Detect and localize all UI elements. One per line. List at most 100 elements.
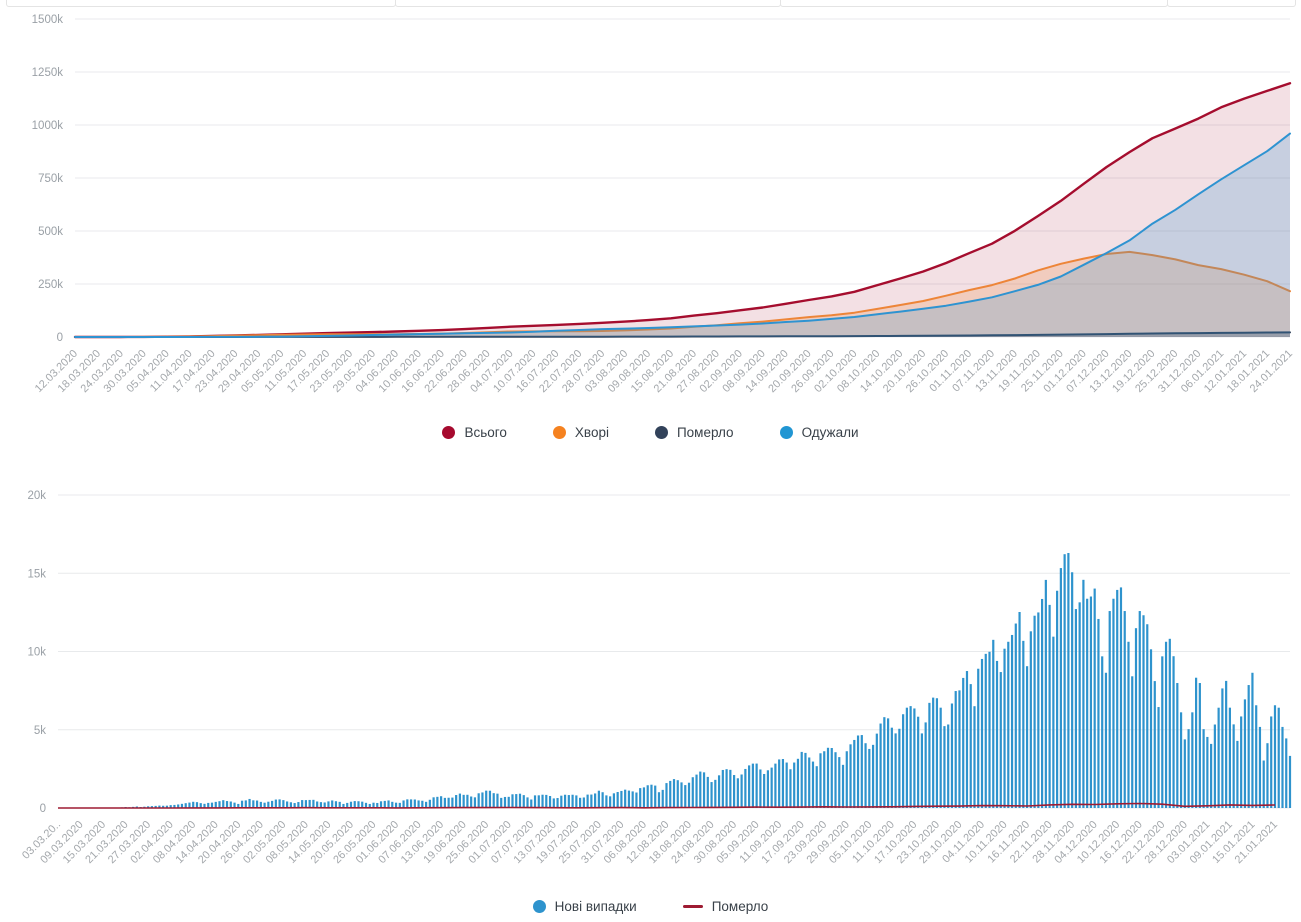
- bar: [1082, 579, 1085, 808]
- bar: [248, 798, 251, 808]
- bar: [620, 790, 623, 808]
- bar: [909, 706, 912, 808]
- bar: [605, 795, 608, 808]
- series-3[interactable]: [74, 132, 1291, 338]
- bar: [364, 802, 368, 808]
- bar: [646, 785, 649, 808]
- bar: [943, 726, 946, 808]
- bar: [1206, 736, 1209, 808]
- bar: [977, 668, 980, 808]
- bar: [432, 797, 435, 808]
- bar: [1191, 712, 1194, 808]
- bar: [379, 801, 383, 808]
- bar: [278, 799, 281, 808]
- bar: [699, 771, 702, 808]
- bar: [680, 782, 683, 808]
- bar: [548, 796, 552, 808]
- legend-item[interactable]: Померло: [682, 899, 768, 914]
- bar: [323, 802, 326, 808]
- summary-card: [6, 0, 396, 7]
- bar: [702, 772, 706, 808]
- bar: [1063, 554, 1066, 808]
- legend-item[interactable]: Всього: [442, 424, 507, 440]
- bar: [917, 716, 920, 808]
- bar: [391, 801, 394, 808]
- bar: [173, 804, 176, 808]
- bar: [594, 793, 597, 808]
- bar: [440, 796, 443, 808]
- bar: [398, 802, 401, 808]
- bar: [1210, 743, 1213, 808]
- bar: [1195, 677, 1198, 808]
- bar: [1131, 676, 1134, 808]
- legend-item[interactable]: Одужали: [779, 425, 859, 440]
- bar: [1108, 611, 1111, 808]
- bar: [1067, 553, 1070, 808]
- bar: [672, 779, 676, 808]
- bar: [518, 793, 522, 808]
- bar: [950, 703, 954, 808]
- bar: [1104, 672, 1108, 808]
- bar: [1157, 707, 1160, 808]
- new-cases-bars[interactable]: [56, 553, 1292, 808]
- bar: [1003, 648, 1006, 808]
- bar: [470, 796, 473, 808]
- bar: [1262, 760, 1265, 808]
- y-axis-tick: 500k: [38, 226, 63, 238]
- legend-label: Всього: [464, 424, 507, 440]
- bar: [1176, 683, 1179, 808]
- y-axis-tick: 15k: [27, 568, 46, 580]
- legend-item[interactable]: Померло: [654, 425, 734, 440]
- bar: [1134, 628, 1138, 808]
- bar: [725, 769, 728, 808]
- bar: [1202, 729, 1205, 808]
- bar: [447, 797, 450, 808]
- bar: [864, 743, 867, 808]
- deaths-line[interactable]: [58, 802, 1276, 809]
- bar: [710, 782, 713, 808]
- bar: [1112, 598, 1115, 808]
- bar: [556, 798, 559, 808]
- bar: [1101, 656, 1104, 808]
- bar: [1172, 656, 1175, 808]
- legend-item[interactable]: Нові випадки: [532, 899, 637, 914]
- bar: [259, 801, 262, 808]
- bar: [793, 762, 796, 808]
- bar: [1089, 596, 1093, 808]
- bar: [871, 744, 875, 808]
- bar: [267, 801, 270, 808]
- bar: [639, 788, 642, 808]
- bar: [342, 803, 345, 808]
- bar: [563, 794, 567, 808]
- bar: [192, 801, 195, 808]
- bar: [789, 769, 792, 808]
- bar: [1074, 609, 1077, 808]
- y-axis-tick: 1500k: [32, 14, 64, 26]
- bar: [766, 770, 769, 808]
- bar: [150, 806, 153, 808]
- bar: [1217, 707, 1220, 808]
- bar: [958, 690, 961, 808]
- legend-item[interactable]: Хворі: [552, 425, 609, 440]
- bar: [751, 763, 754, 808]
- y-axis-tick: 750k: [38, 173, 63, 185]
- bar: [887, 718, 890, 808]
- bar: [1198, 683, 1201, 808]
- bar: [1281, 726, 1284, 808]
- bar: [800, 751, 803, 808]
- bar: [740, 774, 743, 808]
- bar: [706, 776, 709, 808]
- bar: [962, 677, 965, 808]
- bar: [1029, 631, 1032, 808]
- bar: [301, 800, 304, 808]
- bar: [428, 799, 431, 808]
- bar: [1146, 624, 1149, 808]
- bar: [1213, 724, 1216, 808]
- bar: [394, 802, 398, 808]
- bar: [778, 759, 781, 808]
- bar: [210, 802, 214, 808]
- bar: [477, 793, 480, 808]
- bar: [913, 708, 916, 808]
- bar: [233, 802, 236, 808]
- bar: [965, 671, 969, 808]
